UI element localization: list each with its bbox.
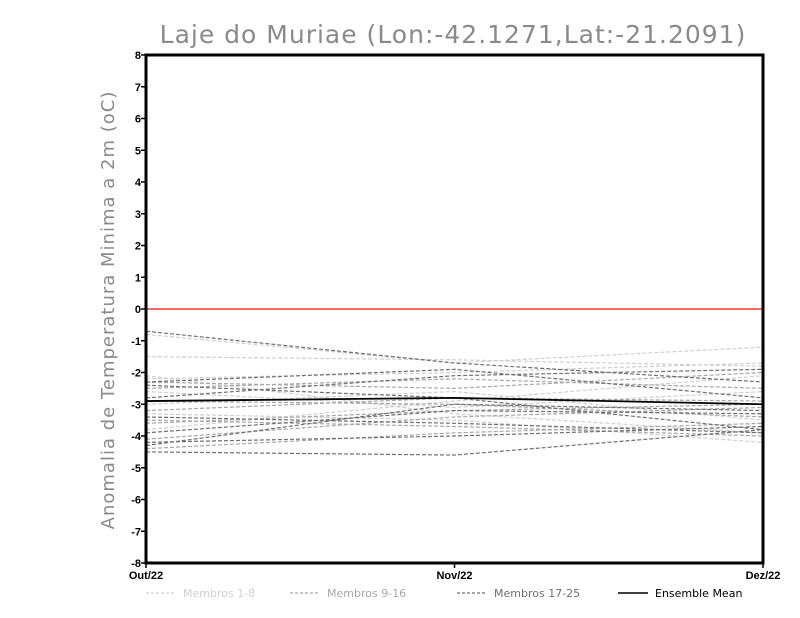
member-series-line (145, 375, 764, 431)
member-series-line (145, 422, 764, 450)
y-tick-label: -5 (131, 463, 141, 475)
y-tick-label: -1 (131, 336, 141, 348)
y-tick-label: -2 (131, 368, 141, 380)
member-series-line (145, 425, 764, 443)
y-tick-label: 0 (135, 304, 141, 316)
legend-label: Ensemble Mean (655, 587, 742, 600)
y-tick-label: -6 (131, 495, 141, 507)
plot-area (145, 308, 764, 456)
y-tick-label: -7 (131, 526, 141, 538)
y-tick-label: 6 (135, 114, 141, 126)
x-tick-label: Out/22 (129, 570, 163, 582)
member-series-line (145, 368, 764, 399)
x-tick-label: Dez/22 (746, 570, 781, 582)
member-series-line (145, 390, 764, 409)
legend: Membros 1-8 Membros 9-16 Membros 17-25 Ense… (146, 587, 742, 600)
member-series-line (145, 378, 764, 389)
member-series-line (145, 362, 764, 380)
legend-label: Membros 1-8 (183, 587, 255, 600)
member-series-line (145, 403, 764, 447)
member-series-line (145, 330, 764, 383)
legend-label: Membros 17-25 (494, 587, 580, 600)
member-series-line (145, 375, 764, 434)
y-tick-label: 3 (135, 209, 141, 221)
member-series-line (145, 419, 764, 437)
member-series-line (145, 409, 764, 434)
y-tick-label: 8 (135, 50, 141, 62)
member-series-line (145, 416, 764, 434)
axes: -8 -7 -6 -5 -4 -3 -2 -1 0 1 2 3 4 5 6 7 8 Out/22 Nov/22 Dez… (129, 50, 781, 582)
y-axis-label: Anomalia de Temperatura Minima a 2m (oC) (98, 91, 119, 530)
x-tick-label: Nov/22 (436, 570, 472, 582)
y-tick-label: 4 (135, 177, 142, 189)
chart-title: Laje do Muriae (Lon:-42.1271,Lat:-21.209… (160, 20, 747, 49)
y-tick-label: 1 (135, 272, 141, 284)
member-series-line (145, 413, 764, 443)
y-tick-label: 5 (135, 145, 141, 157)
member-series-line (145, 429, 764, 456)
member-series-line (145, 333, 764, 364)
member-series-line (145, 400, 764, 418)
ensemble-mean-line (145, 396, 764, 406)
member-series-line (145, 356, 764, 367)
y-tick-label: -3 (131, 399, 141, 411)
y-tick-label: -4 (131, 431, 142, 443)
y-tick-label: -8 (131, 558, 141, 570)
member-series-line (145, 368, 764, 399)
y-tick-label: 7 (135, 82, 141, 94)
legend-label: Membros 9-16 (327, 587, 406, 600)
member-series-line (145, 371, 764, 389)
y-tick-label: 2 (135, 241, 141, 253)
